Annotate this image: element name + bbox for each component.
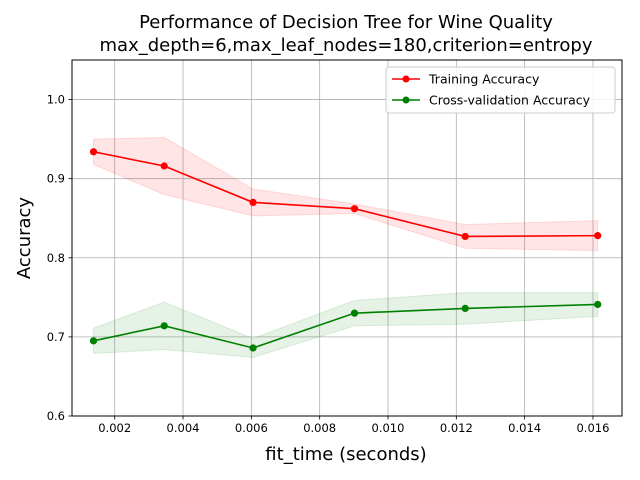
point-training [594, 232, 602, 240]
band-cv [93, 292, 599, 358]
y-tick-label: 1.0 [47, 93, 65, 107]
y-axis-ticks: 0.6 0.7 0.8 0.9 1.0 [47, 93, 72, 423]
legend-marker-training [402, 75, 410, 83]
y-axis-label: Accuracy [14, 197, 35, 280]
confidence-bands [93, 137, 599, 358]
plot-frame [71, 59, 623, 417]
point-training [89, 148, 98, 156]
x-tick-label: 0.010 [372, 421, 405, 435]
y-tick-label: 0.9 [47, 172, 65, 186]
y-tick-label: 0.8 [47, 251, 65, 265]
series-lines [93, 150, 598, 349]
legend-label-cv: Cross-validation Accuracy [429, 93, 591, 108]
point-cv [461, 304, 469, 313]
x-tick-label: 0.016 [576, 421, 609, 435]
series-line-cv [93, 303, 598, 349]
point-training [350, 205, 359, 213]
point-training [160, 162, 168, 170]
point-training [461, 232, 469, 241]
chart-title: Performance of Decision Tree for Wine Qu… [139, 12, 553, 33]
series-points [89, 148, 602, 352]
legend-label-training: Training Accuracy [428, 72, 540, 87]
x-axis-label: fit_time (seconds) [265, 444, 426, 465]
x-tick-label: 0.012 [440, 421, 473, 435]
x-tick-label: 0.004 [167, 421, 200, 435]
point-cv [350, 309, 359, 317]
point-cv [249, 344, 257, 352]
band-training [93, 137, 599, 252]
legend-box [385, 66, 616, 114]
chart-subtitle: max_depth=6,max_leaf_nodes=180,criterion… [100, 35, 593, 56]
x-tick-label: 0.014 [508, 421, 541, 435]
point-cv [160, 322, 168, 330]
y-tick-label: 0.7 [47, 330, 65, 344]
x-tick-label: 0.002 [98, 421, 131, 435]
legend: Training Accuracy Cross-validation Accur… [385, 66, 616, 114]
x-tick-label: 0.008 [303, 421, 336, 435]
x-axis-ticks: 0.002 0.004 0.006 0.008 0.010 0.012 0.014 0.016 [98, 416, 609, 435]
x-tick-label: 0.006 [235, 421, 268, 435]
point-cv [89, 337, 98, 345]
series-line-training [93, 150, 598, 238]
point-cv [594, 300, 602, 309]
point-training [249, 198, 257, 206]
y-tick-label: 0.6 [47, 409, 65, 423]
legend-marker-cv [402, 96, 410, 104]
